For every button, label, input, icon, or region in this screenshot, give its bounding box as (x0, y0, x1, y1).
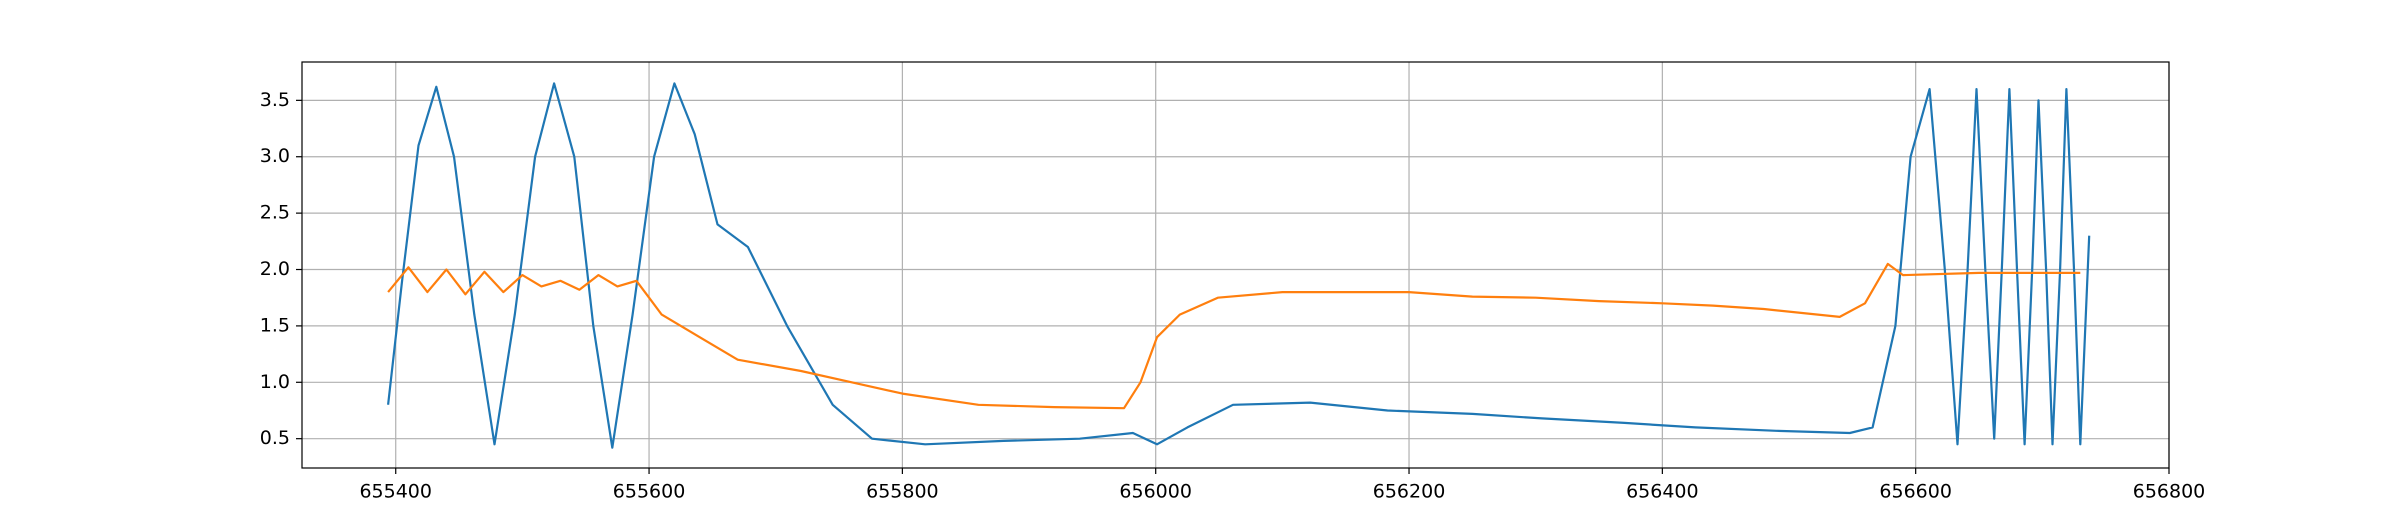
y-tick-label: 3.5 (260, 89, 290, 111)
x-tick-label: 655600 (613, 481, 686, 503)
line-series (387, 82, 2091, 449)
plot-frame (301, 61, 2170, 469)
x-tick-label: 656400 (1626, 481, 1699, 503)
x-tick-label: 656600 (1879, 481, 1952, 503)
x-tick-label: 656800 (2133, 481, 2206, 503)
y-tick-label: 1.0 (260, 371, 290, 393)
x-tick-label: 656000 (1119, 481, 1192, 503)
y-tick-label: 2.5 (260, 202, 290, 224)
x-tick-label: 655400 (359, 481, 432, 503)
y-tick-label: 2.0 (260, 258, 290, 280)
y-tick-label: 1.5 (260, 314, 290, 336)
x-tick-label: 656200 (1373, 481, 1446, 503)
x-tick-label: 655800 (866, 481, 939, 503)
y-tick-label: 0.5 (260, 427, 290, 449)
y-tick-label: 3.0 (260, 145, 290, 167)
line-series (387, 262, 2081, 410)
